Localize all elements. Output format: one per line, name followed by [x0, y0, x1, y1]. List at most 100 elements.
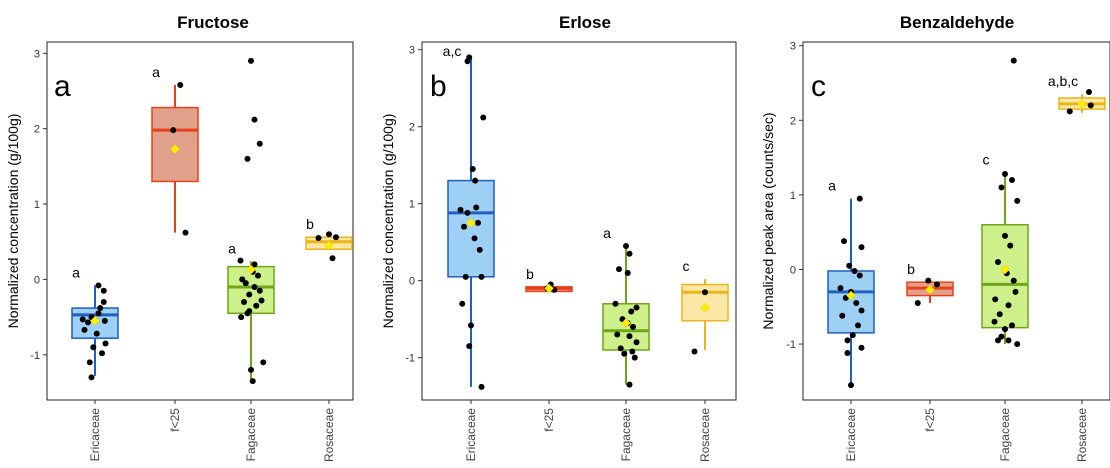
significance-label: b: [306, 216, 314, 232]
data-point: [100, 287, 107, 294]
mean-marker: [621, 318, 631, 328]
y-tick-label: 1: [34, 199, 40, 211]
x-tick-label: Ericaceae: [88, 408, 102, 462]
data-point: [691, 348, 698, 355]
data-point: [248, 366, 254, 373]
box-fagaceae: a: [227, 57, 275, 385]
box-rosaceae: b: [305, 216, 353, 262]
data-point: [459, 300, 466, 307]
data-point: [624, 269, 631, 276]
y-tick-label: 3: [409, 45, 415, 57]
y-tick-label: -1: [786, 339, 796, 351]
data-point: [844, 337, 851, 344]
data-point: [93, 330, 100, 337]
mean-marker: [846, 290, 856, 301]
data-point: [79, 316, 86, 323]
data-point: [1007, 242, 1014, 249]
data-point: [858, 344, 865, 351]
box-ericaceae: a: [827, 178, 875, 389]
y-tick-label: 2: [790, 115, 796, 127]
data-point: [702, 289, 708, 296]
plot-frame: [802, 41, 1110, 401]
data-point: [1014, 197, 1021, 204]
data-point: [1002, 232, 1008, 239]
significance-label: b: [907, 261, 915, 277]
y-tick-label: 3: [34, 48, 40, 60]
data-point: [1009, 176, 1015, 183]
y-tick-label: 2: [409, 122, 415, 134]
data-point: [241, 299, 247, 306]
data-point: [239, 276, 246, 283]
data-point: [1086, 88, 1092, 95]
mean-marker: [925, 284, 935, 295]
data-point: [631, 354, 638, 361]
x-tick-label: Fagaceae: [619, 408, 633, 462]
data-point: [260, 359, 267, 366]
data-point: [471, 235, 478, 242]
data-point: [249, 378, 256, 385]
x-tick-label: Fagaceae: [998, 408, 1012, 462]
box-iqr: [447, 179, 495, 278]
data-point: [333, 234, 339, 241]
data-point: [244, 155, 251, 162]
mean-marker: [1000, 264, 1010, 275]
data-point: [996, 311, 1003, 318]
y-axis-label: Normalized peak area (counts/sec): [760, 112, 776, 329]
data-point: [466, 343, 473, 350]
data-point: [844, 350, 851, 357]
data-point: [616, 266, 622, 273]
data-point: [97, 305, 104, 312]
data-point: [461, 223, 467, 230]
significance-label: a: [72, 264, 80, 280]
data-point: [88, 374, 95, 381]
mean-marker: [324, 240, 334, 251]
data-point: [630, 323, 636, 330]
box-rosaceae: a,b,c: [1048, 73, 1106, 115]
data-point: [839, 312, 846, 319]
panel-title: Benzaldehyde: [900, 13, 1014, 32]
data-point: [95, 310, 102, 317]
box-iqr: [827, 270, 875, 334]
data-point: [925, 277, 932, 284]
data-point: [326, 231, 332, 238]
data-point: [464, 209, 471, 216]
x-tick-label: Rosaceae: [698, 408, 712, 462]
data-point: [256, 287, 263, 294]
data-point: [617, 345, 624, 352]
mean-marker: [170, 144, 180, 154]
data-point: [81, 326, 88, 333]
data-point: [478, 383, 485, 390]
panel-3: Benzaldehyde c Normalized peak area (count…: [760, 13, 1110, 462]
data-point: [1009, 322, 1015, 329]
data-point: [1087, 102, 1094, 109]
data-point: [473, 204, 480, 211]
mean-marker: [466, 218, 476, 228]
data-point: [478, 273, 485, 280]
data-point: [633, 304, 640, 311]
panel-title: Erlose: [559, 13, 611, 32]
data-point: [101, 317, 108, 324]
mean-marker: [700, 302, 710, 313]
data-point: [841, 238, 847, 245]
mean-marker: [544, 283, 554, 294]
data-point: [472, 177, 479, 184]
data-point: [1066, 108, 1073, 115]
y-tick-label: 0: [409, 276, 415, 288]
data-point: [934, 281, 940, 288]
panel-1: Fructose a Normalized concentration (g/100…: [5, 13, 354, 462]
box-ericaceae: a: [71, 264, 119, 381]
data-point: [837, 285, 844, 292]
box-f25: b: [525, 266, 573, 294]
x-tick-label: Rosaceae: [322, 408, 336, 462]
data-point: [849, 332, 856, 339]
significance-label: c: [683, 258, 690, 274]
data-point: [251, 116, 258, 123]
data-point: [476, 246, 483, 253]
x-tick-label: Ericaceae: [844, 408, 858, 462]
data-point: [468, 322, 474, 329]
data-point: [992, 296, 999, 303]
box-ericaceae: a,c: [443, 43, 495, 390]
plot-frame: [46, 41, 354, 401]
box-fagaceae: c: [981, 57, 1029, 348]
